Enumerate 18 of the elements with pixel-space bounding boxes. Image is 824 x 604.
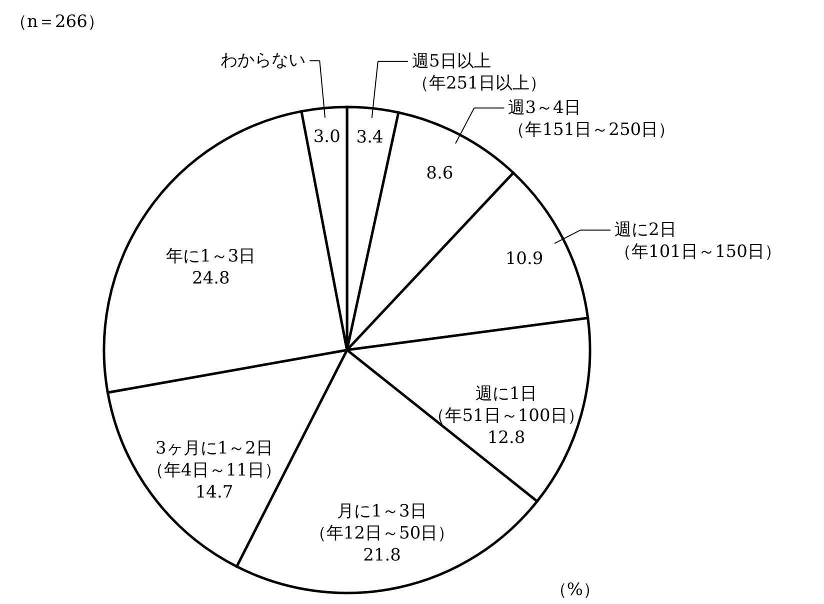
data-label: 14.7 [195,482,234,502]
text: （%） [550,580,600,600]
slice-label: 週に1日（年51日～100日） [428,384,584,426]
slice-label: 年に1～3日 [166,246,256,266]
data-label: 3.4 [356,127,384,148]
legend-label: 週に2日（年101日～150日） [614,220,782,262]
data-label: 10.9 [505,248,544,269]
slice-label: わからない [220,50,306,71]
data-label: 21.8 [363,545,401,566]
slice-label: 週3～4日（年151日～250日） [508,98,676,140]
slice-label: 3ヶ月に1～2日（年4日～11日） [147,438,282,480]
data-label: 12.8 [487,428,526,448]
data-label: 24.8 [192,268,230,288]
data-label: 3.0 [313,127,340,148]
slice-label: 月に1～3日（年12日～50日） [309,501,455,544]
text: （n＝266） [10,12,104,32]
data-label: 8.6 [426,164,454,184]
legend-label: 週5日以上（年251日以上） [412,51,546,94]
